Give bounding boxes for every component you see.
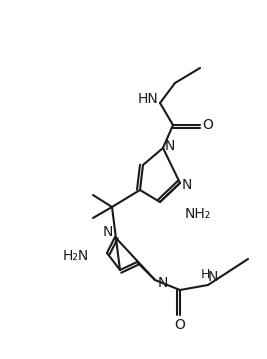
Text: H: H — [200, 269, 210, 281]
Text: O: O — [203, 118, 213, 132]
Text: NH₂: NH₂ — [185, 207, 211, 221]
Text: N: N — [182, 178, 192, 192]
Text: N: N — [208, 270, 218, 284]
Text: H₂N: H₂N — [63, 249, 89, 263]
Text: HN: HN — [138, 92, 158, 106]
Text: O: O — [175, 318, 186, 332]
Text: N: N — [103, 225, 113, 239]
Text: N: N — [165, 139, 175, 153]
Text: N: N — [158, 276, 168, 290]
